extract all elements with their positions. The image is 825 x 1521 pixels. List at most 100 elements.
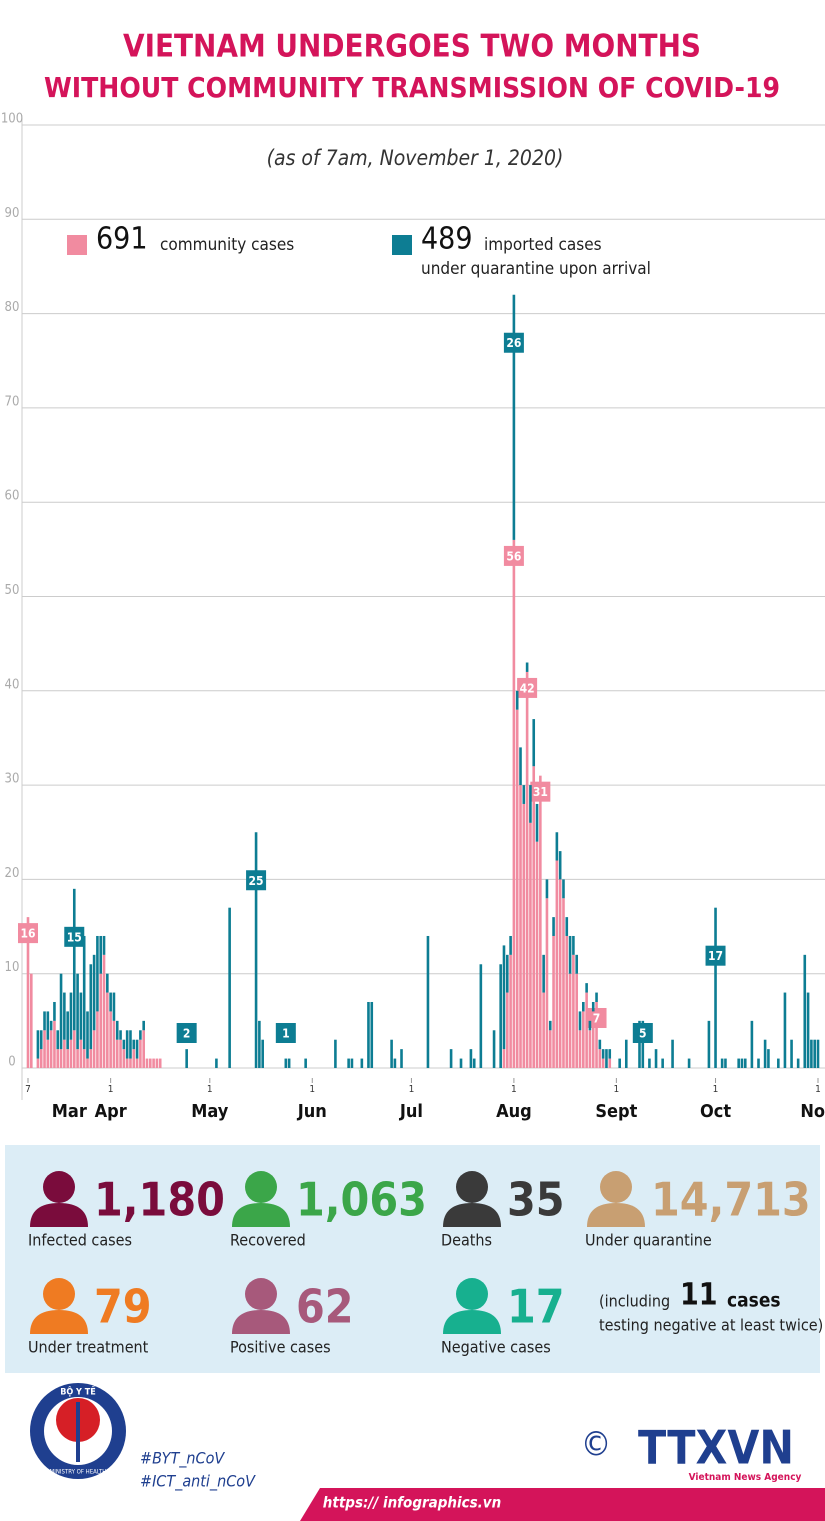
bar-segment xyxy=(92,1030,96,1068)
bar-segment xyxy=(119,1030,122,1040)
bar-segment xyxy=(575,973,579,1068)
bar-segment xyxy=(72,888,76,1031)
stat-value: 17 xyxy=(507,1280,565,1334)
bar-segment xyxy=(472,1058,476,1068)
bar-segment xyxy=(654,1049,658,1068)
icon-head xyxy=(245,1278,277,1310)
bar-segment xyxy=(459,1058,463,1068)
bar-segment xyxy=(535,803,539,842)
bar-segment xyxy=(542,992,545,1068)
bar-segment xyxy=(565,935,569,1068)
data-label-box xyxy=(64,926,85,947)
bar-segment xyxy=(585,983,588,993)
bar-segment xyxy=(803,954,807,1068)
data-label-box xyxy=(517,677,538,698)
bar-segment xyxy=(139,1030,142,1040)
icon-body xyxy=(587,1203,645,1227)
bar-segment xyxy=(714,907,717,1068)
bar-segment xyxy=(545,879,549,899)
bar-segment xyxy=(360,1058,364,1068)
bar-segment xyxy=(578,1030,582,1068)
bar-segment xyxy=(36,1058,40,1068)
y-tick-label: 40 xyxy=(5,677,20,692)
data-label-box xyxy=(176,1023,197,1043)
bar-segment xyxy=(638,1020,641,1068)
bar-segment xyxy=(608,1058,612,1068)
data-label: 42 xyxy=(517,677,538,698)
bar-segment xyxy=(562,879,565,899)
bar-segment xyxy=(555,832,559,861)
bar-segment xyxy=(548,1030,552,1068)
bar-segment xyxy=(582,1001,585,1012)
bar-segment xyxy=(69,1039,73,1068)
legend-text: community cases xyxy=(160,235,294,255)
bar-segment xyxy=(492,1030,496,1068)
bar-segment xyxy=(737,1058,740,1068)
bar-segment xyxy=(588,1020,592,1031)
bar-segment xyxy=(129,1030,132,1059)
bar-segment xyxy=(99,935,103,974)
bar-segment xyxy=(69,992,73,1040)
bar-segment xyxy=(30,973,33,1068)
legend-swatch xyxy=(67,235,87,255)
bar-segment xyxy=(595,992,598,1002)
bar-segment xyxy=(102,935,106,955)
bar-segment xyxy=(142,1020,145,1031)
x-tick-label: 7 xyxy=(25,1084,31,1095)
stat-value: 62 xyxy=(296,1280,354,1334)
y-tick-label: 70 xyxy=(5,394,20,409)
data-label: 56 xyxy=(506,549,521,563)
bar-segment xyxy=(529,822,532,1068)
legend-number: 691 xyxy=(96,222,148,257)
icon-body xyxy=(443,1310,501,1334)
month-label: Nov xyxy=(800,1101,825,1122)
bar-segment xyxy=(509,935,512,955)
bar-segment xyxy=(46,1039,50,1068)
stat-value: 35 xyxy=(507,1173,565,1227)
bar-segment xyxy=(796,1058,800,1068)
stat-label: Recovered xyxy=(230,1231,306,1250)
icon-body xyxy=(232,1203,290,1227)
bar-segment xyxy=(66,1011,69,1050)
bar-segment xyxy=(125,1030,129,1059)
bar-segment xyxy=(334,1039,337,1068)
data-label: 7 xyxy=(586,1007,607,1028)
bar-segment xyxy=(102,954,106,1068)
data-label: 15 xyxy=(67,930,82,944)
bar-segment xyxy=(542,954,545,993)
bar-segment xyxy=(525,662,529,672)
bar-segment xyxy=(479,964,483,1068)
bar-segment xyxy=(572,954,575,1068)
bar-segment xyxy=(565,917,569,936)
bar-segment xyxy=(624,1039,628,1068)
bar-segment xyxy=(558,879,562,1068)
bar-segment xyxy=(63,992,66,1040)
bar-segment xyxy=(149,1058,152,1068)
data-label: 25 xyxy=(246,870,267,891)
bar-segment xyxy=(750,1020,754,1068)
bar-segment xyxy=(548,1020,552,1031)
y-tick-label: 30 xyxy=(5,772,20,787)
data-label-box xyxy=(246,870,267,891)
bar-segment xyxy=(26,917,30,1068)
bar-segment xyxy=(82,1049,86,1068)
bar-segment xyxy=(529,785,532,823)
bar-segment xyxy=(535,841,539,1068)
bar-segment xyxy=(552,935,555,1068)
bar-segment xyxy=(59,1049,63,1068)
hashtag: #BYT_nCoV xyxy=(140,1449,225,1469)
data-label: 15 xyxy=(64,926,85,947)
data-label: 31 xyxy=(530,781,551,802)
bar-segment xyxy=(53,1001,56,1021)
bar-segment xyxy=(426,935,430,1068)
x-tick-label: 1 xyxy=(108,1084,114,1095)
bar-segment xyxy=(56,1049,60,1068)
bar-segment xyxy=(790,1039,793,1068)
bar-segment xyxy=(106,973,109,993)
icon-body xyxy=(30,1310,88,1334)
bar-segment xyxy=(763,1039,767,1068)
bar-segment xyxy=(707,1020,711,1068)
bar-segment xyxy=(96,935,99,1012)
person-icon xyxy=(587,1171,645,1227)
y-tick-label: 50 xyxy=(5,583,20,598)
